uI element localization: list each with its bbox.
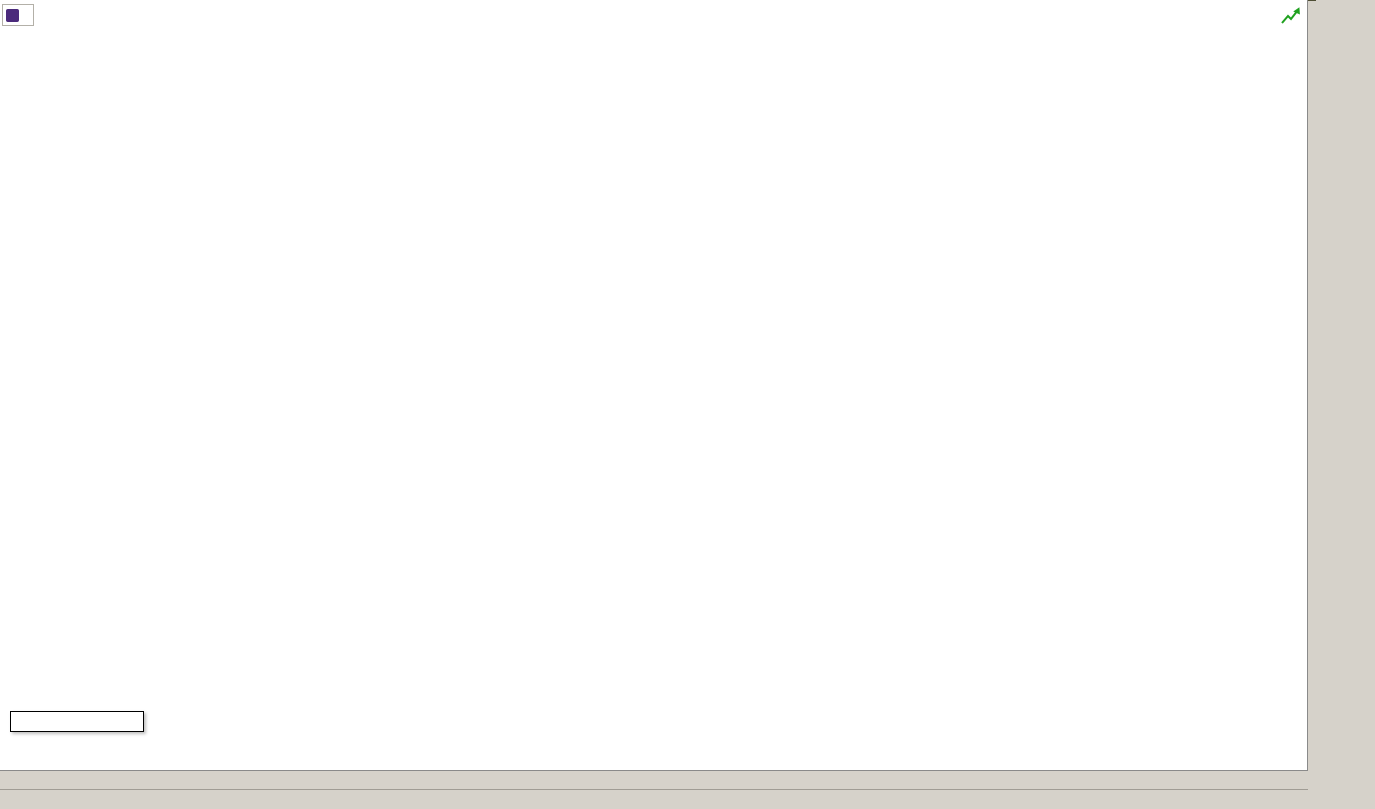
tooltip-close-row xyxy=(16,714,138,729)
last-price-tag xyxy=(1308,0,1316,1)
price-axis[interactable] xyxy=(1308,0,1375,770)
chart-canvas[interactable] xyxy=(0,0,1308,770)
data-tooltip xyxy=(10,711,144,732)
instrument-logo-icon xyxy=(6,8,19,22)
price-up-arrow-icon xyxy=(1280,5,1302,27)
date-axis[interactable] xyxy=(0,770,1308,790)
price-chart-plot xyxy=(0,0,1307,770)
symbol-selector[interactable] xyxy=(2,4,34,26)
month-axis xyxy=(0,789,1308,809)
